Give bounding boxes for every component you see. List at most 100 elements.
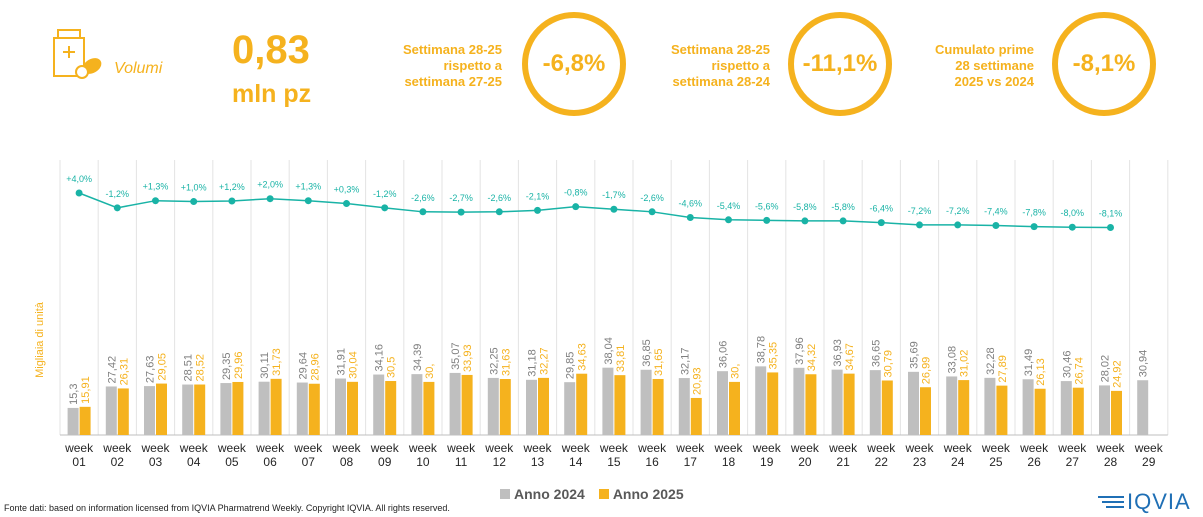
data-label-2024-week-14: 29,85 bbox=[565, 352, 577, 380]
bar-2024-week-23 bbox=[908, 371, 919, 435]
x-tick-label-week-9: week 09 bbox=[370, 441, 400, 469]
cumulative-change-label-week-1: +4,0% bbox=[66, 174, 92, 184]
bar-2024-week-22 bbox=[869, 370, 881, 435]
x-tick-label-week-13: week 13 bbox=[522, 441, 552, 469]
bar-2025-week-13 bbox=[538, 377, 549, 435]
cumulative-change-label-week-17: -4,6% bbox=[679, 199, 703, 209]
cumulative-change-point-week-10 bbox=[419, 208, 427, 216]
bar-2025-week-18 bbox=[729, 381, 740, 435]
bar-2024-week-15 bbox=[602, 367, 614, 435]
x-tick-label-week-18: week 18 bbox=[713, 441, 743, 469]
data-label-2025-week-14: 34,63 bbox=[577, 343, 589, 371]
data-label-2025-week-11: 33,93 bbox=[462, 344, 474, 372]
cumulative-change-point-week-19 bbox=[763, 216, 771, 224]
cumulative-change-label-week-28: -8,1% bbox=[1099, 208, 1123, 218]
data-label-2024-week-1: 15,3 bbox=[68, 383, 80, 404]
data-label-2024-week-5: 29,35 bbox=[221, 353, 233, 381]
volumes-chart: 15,327,42 27,63 28,51 29,35 30,11 29,64 31,91 3… bbox=[59, 160, 1169, 469]
bar-2025-week-16 bbox=[652, 378, 664, 435]
bar-2025-week-19 bbox=[767, 372, 779, 435]
cumulative-change-point-week-14 bbox=[572, 203, 580, 211]
bar-2025-week-14 bbox=[576, 373, 588, 435]
cumulative-change-label-week-6: +2,0% bbox=[257, 180, 283, 190]
bar-2025-week-15 bbox=[614, 375, 626, 435]
iqvia-logo-text: IQVIA bbox=[1127, 489, 1191, 514]
bar-2024-week-6 bbox=[258, 381, 270, 435]
data-label-2024-week-15: 38,04 bbox=[603, 337, 615, 365]
bar-2024-week-4 bbox=[182, 384, 194, 435]
data-label-2025-week-25: 27,89 bbox=[997, 355, 1009, 383]
data-label-2025-week-5: 29,96 bbox=[233, 351, 245, 379]
cumulative-change-label-week-19: -5,6% bbox=[755, 201, 779, 211]
bar-2024-week-9 bbox=[373, 374, 385, 435]
legend-item-2025: Anno 2025 bbox=[598, 486, 684, 502]
data-label-2024-week-16: 36,85 bbox=[641, 339, 653, 367]
x-tick-label-week-22: week 22 bbox=[866, 441, 896, 469]
legend-item-2024: Anno 2024 bbox=[500, 486, 585, 502]
cumulative-change-label-week-3: +1,3% bbox=[143, 182, 169, 192]
cumulative-change-point-week-12 bbox=[495, 208, 503, 216]
cumulative-change-label-week-10: -2,6% bbox=[411, 193, 435, 203]
bar-2024-week-2 bbox=[105, 386, 117, 435]
bar-2024-week-11 bbox=[449, 372, 461, 435]
data-label-2025-week-21: 34,67 bbox=[844, 343, 856, 371]
legend-label-2024: Anno 2024 bbox=[514, 486, 585, 502]
cumulative-change-label-week-14: -0,8% bbox=[564, 188, 588, 198]
cumulative-change-point-week-20 bbox=[801, 217, 809, 225]
bar-2024-week-7 bbox=[296, 382, 308, 435]
x-tick-label-week-16: week 16 bbox=[637, 441, 667, 469]
cumulative-change-point-week-17 bbox=[686, 214, 694, 222]
data-label-2024-week-21: 36,93 bbox=[832, 339, 844, 367]
iqvia-logo: IQVIA bbox=[1098, 489, 1191, 515]
cumulative-change-label-week-25: -7,4% bbox=[984, 206, 1008, 216]
data-label-2025-week-23: 26,99 bbox=[921, 357, 933, 385]
cumulative-change-label-week-5: +1,2% bbox=[219, 182, 245, 192]
cumulative-change-label-week-7: +1,3% bbox=[295, 182, 321, 192]
cumulative-change-label-week-8: +0,3% bbox=[334, 185, 360, 195]
x-tick-label-week-8: week 08 bbox=[331, 441, 361, 469]
bar-2024-week-20 bbox=[793, 367, 805, 435]
data-label-2025-week-17: 20,93 bbox=[691, 367, 703, 395]
source-note: Fonte dati: based on information license… bbox=[4, 503, 450, 513]
cumulative-change-point-week-4 bbox=[190, 198, 198, 206]
cumulative-change-label-week-15: -1,7% bbox=[602, 190, 626, 200]
bar-2025-week-1 bbox=[79, 406, 91, 435]
data-label-2024-week-10: 34,39 bbox=[412, 344, 424, 372]
bar-2025-week-10 bbox=[423, 381, 435, 435]
bar-2025-week-4 bbox=[194, 384, 206, 435]
cumulative-change-line bbox=[78, 192, 1111, 229]
cumulative-change-point-week-6 bbox=[266, 195, 274, 203]
data-label-2024-week-19: 38,78 bbox=[756, 336, 768, 364]
cumulative-change-point-week-23 bbox=[916, 221, 923, 229]
cumulative-change-point-week-18 bbox=[725, 216, 732, 224]
comparison-3-text: Cumulato prime 28 settimane 2025 vs 2024 bbox=[935, 42, 1034, 89]
bar-2025-week-11 bbox=[461, 374, 473, 435]
data-label-2025-week-16: 31,65 bbox=[653, 348, 665, 376]
x-tick-label-week-1: week 01 bbox=[64, 441, 94, 469]
legend-label-2025: Anno 2025 bbox=[612, 486, 684, 502]
cumulative-change-point-week-1 bbox=[75, 189, 83, 197]
bar-2025-week-25 bbox=[996, 385, 1008, 435]
data-label-2025-week-27: 26,74 bbox=[1073, 357, 1085, 385]
kpi-label: Volumi bbox=[114, 60, 163, 77]
data-label-2025-week-6: 31,73 bbox=[271, 348, 283, 376]
bar-2024-week-13 bbox=[526, 379, 537, 435]
cumulative-change-label-week-13: -2,1% bbox=[526, 191, 550, 201]
bar-2024-week-10 bbox=[411, 374, 423, 435]
bar-2024-week-19 bbox=[755, 366, 767, 435]
data-label-2025-week-18: 30, bbox=[730, 364, 742, 379]
bar-2024-week-28 bbox=[1099, 385, 1110, 435]
x-tick-label-week-6: week 06 bbox=[255, 441, 285, 469]
comparison-2-text: Settimana 28-25 rispetto a settimana 28-… bbox=[671, 42, 770, 89]
bar-2025-week-27 bbox=[1072, 387, 1084, 435]
data-label-2024-week-13: 31,18 bbox=[527, 349, 539, 377]
bar-2025-week-6 bbox=[270, 378, 282, 435]
x-tick-label-week-27: week 27 bbox=[1057, 441, 1087, 469]
x-tick-label-week-2: week 02 bbox=[102, 441, 132, 469]
data-label-2024-week-3: 27,63 bbox=[145, 356, 157, 384]
cumulative-change-point-week-25 bbox=[992, 221, 1000, 229]
cumulative-change-label-week-4: +1,0% bbox=[181, 183, 207, 193]
bar-2025-week-22 bbox=[881, 380, 893, 435]
bar-2024-week-21 bbox=[831, 369, 843, 435]
x-tick-label-week-14: week 14 bbox=[561, 441, 591, 469]
